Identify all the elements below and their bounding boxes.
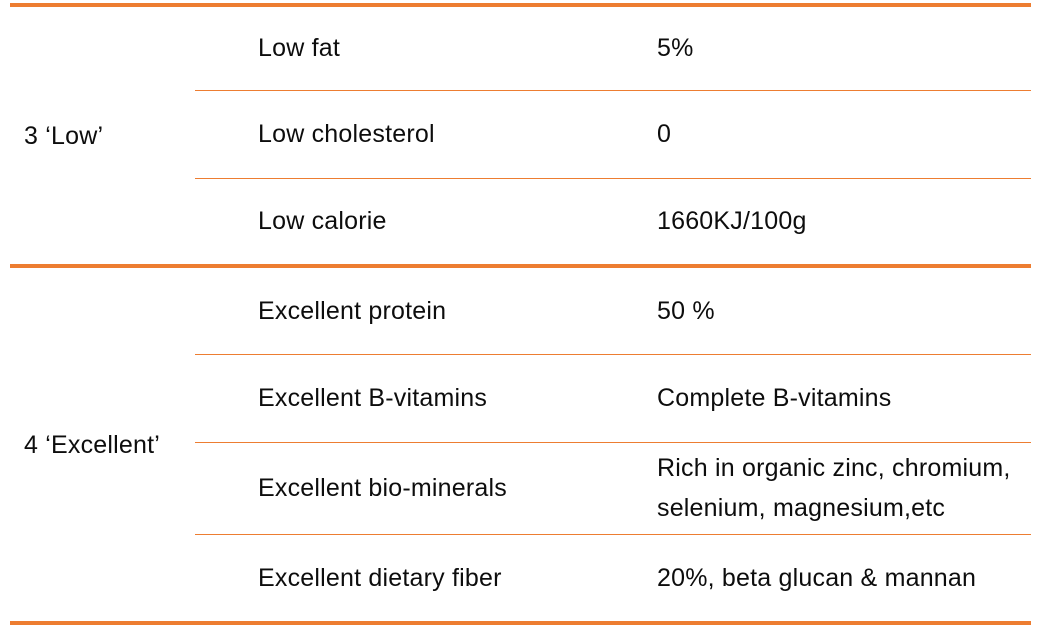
value-cell: Rich in organic zinc, chromium, selenium… — [594, 441, 1031, 534]
table-row: Low cholesterol 0 — [10, 89, 1031, 178]
group-excellent: 4 ‘Excellent’ Excellent protein 50 % Exc… — [10, 266, 1031, 623]
page: 3 ‘Low’ Low fat 5% Low cholesterol 0 Low… — [0, 3, 1041, 638]
value-cell: 5% — [657, 34, 694, 63]
nutrition-claims-table: 3 ‘Low’ Low fat 5% Low cholesterol 0 Low… — [10, 3, 1031, 625]
feature-cell: Low cholesterol — [195, 89, 594, 178]
table-row: 3 ‘Low’ Low fat 5% — [10, 5, 1031, 268]
value-cell: 0 — [594, 89, 1031, 178]
table-row: Excellent dietary fiber 20%, beta glucan… — [10, 533, 1031, 623]
feature-cell: Excellent protein — [258, 296, 447, 325]
table-row: 4 ‘Excellent’ Excellent protein 50 % — [10, 266, 1031, 459]
table-row: Excellent bio-minerals Rich in organic z… — [10, 441, 1031, 534]
group-label-excellent: 4 ‘Excellent’ — [24, 430, 160, 459]
value-cell: 20%, beta glucan & mannan — [594, 533, 1031, 623]
group-label-low: 3 ‘Low’ — [10, 5, 195, 268]
feature-cell: Low fat — [258, 34, 341, 63]
feature-cell: Excellent dietary fiber — [195, 533, 594, 623]
value-cell: 1660KJ/100g — [594, 177, 1031, 268]
value-cell: Complete B-vitamins — [594, 353, 1031, 442]
feature-cell: Excellent bio-minerals — [195, 441, 594, 534]
table-row: Excellent B-vitamins Complete B-vitamins — [10, 353, 1031, 442]
feature-cell: Low calorie — [195, 177, 594, 268]
feature-cell: Excellent B-vitamins — [195, 353, 594, 442]
value-cell: 50 % — [657, 296, 715, 325]
table-row: Low calorie 1660KJ/100g — [10, 177, 1031, 268]
group-low: 3 ‘Low’ Low fat 5% Low cholesterol 0 Low… — [10, 5, 1031, 268]
